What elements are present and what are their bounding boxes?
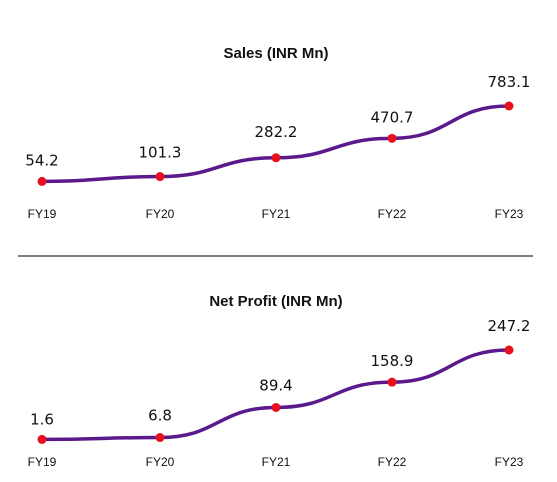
net-profit-x-tick-fy22: FY22 [378,455,407,469]
sales-data-label-fy20: 101.3 [139,144,182,162]
sales-point-fy21 [271,153,281,163]
sales-x-tick-fy19: FY19 [28,207,57,221]
sales-chart: Sales (INR Mn) 54.2 FY19 101.3 FY20 282.2 FY2… [25,45,530,221]
sales-data-label-fy22: 470.7 [371,108,414,126]
sales-data-label-fy23: 783.1 [488,73,531,91]
net-profit-chart: Net Profit (INR Mn) 1.6 FY19 6.8 FY20 89.4 FY… [28,293,531,469]
net-profit-chart-title: Net Profit (INR Mn) [209,293,342,310]
net-profit-x-tick-fy21: FY21 [262,455,291,469]
net-profit-series-line [41,348,510,442]
net-profit-point-fy20 [155,433,165,443]
sales-point-fy23 [504,101,514,111]
net-profit-point-fy23 [504,345,514,355]
net-profit-x-tick-fy20: FY20 [146,455,175,469]
net-profit-point-fy22 [387,377,397,387]
net-profit-x-tick-fy19: FY19 [28,455,57,469]
sales-data-label-fy19: 54.2 [25,151,58,169]
net-profit-point-fy19 [37,434,47,444]
net-profit-data-label-fy21: 89.4 [259,376,292,394]
sales-x-tick-fy21: FY21 [262,207,291,221]
net-profit-point-fy21 [271,402,281,412]
sales-point-fy20 [155,172,165,182]
net-profit-data-label-fy22: 158.9 [371,352,414,370]
net-profit-data-label-fy23: 247.2 [488,317,531,335]
sales-chart-title: Sales (INR Mn) [223,45,328,62]
sales-data-label-fy21: 282.2 [255,123,298,141]
net-profit-data-label-fy19: 1.6 [30,410,54,428]
sales-x-tick-fy20: FY20 [146,207,175,221]
sales-x-tick-fy23: FY23 [495,207,524,221]
net-profit-x-tick-fy23: FY23 [495,455,524,469]
sales-series-line [41,104,510,184]
sales-point-fy19 [37,176,47,186]
net-profit-data-label-fy20: 6.8 [148,407,172,425]
sales-point-fy22 [387,133,397,143]
sales-x-tick-fy22: FY22 [378,207,407,221]
